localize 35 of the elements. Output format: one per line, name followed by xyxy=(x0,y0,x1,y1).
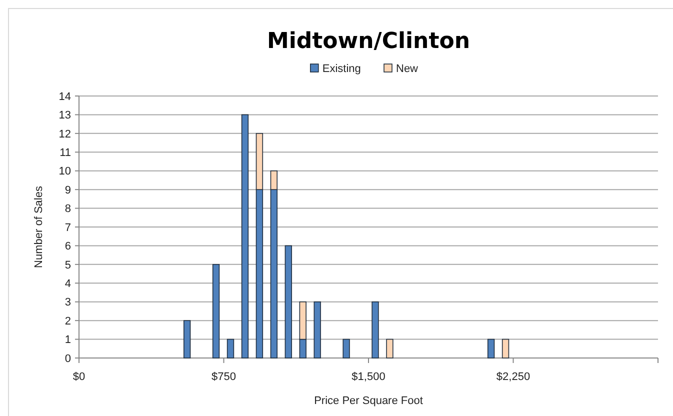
legend-label: New xyxy=(396,63,418,75)
y-tick-label: 13 xyxy=(58,110,71,122)
bar xyxy=(342,338,350,358)
y-tick-label: 0 xyxy=(64,352,71,365)
y-tick-label: 7 xyxy=(64,222,71,234)
legend-label: Existing xyxy=(322,63,361,75)
y-tick-label: 1 xyxy=(64,334,71,346)
y-tick-label: 12 xyxy=(58,128,71,140)
bar xyxy=(386,338,394,358)
bar xyxy=(502,338,510,358)
x-tick-label: $0 xyxy=(72,371,86,383)
x-tick-label: $2,250 xyxy=(496,371,530,383)
y-tick-label: 2 xyxy=(64,315,71,328)
bar xyxy=(314,301,321,358)
y-tick-label: 11 xyxy=(60,146,71,159)
x-tick-label: $1,500 xyxy=(352,371,386,383)
bar xyxy=(212,264,220,358)
chart-title: Midtown/Clinton xyxy=(266,29,470,54)
x-axis-title: Price Per Square Foot xyxy=(314,395,423,407)
y-tick-label: 10 xyxy=(58,166,71,178)
bar xyxy=(487,338,495,358)
y-tick-label: 8 xyxy=(64,203,71,216)
y-tick-label: 3 xyxy=(64,296,71,309)
bar xyxy=(372,301,379,358)
y-tick-label: 6 xyxy=(64,240,71,253)
bar xyxy=(226,338,234,358)
y-axis-title: Number of Sales xyxy=(33,186,45,268)
bar xyxy=(241,114,249,358)
x-tick-label: $750 xyxy=(212,371,236,383)
bar xyxy=(284,245,292,358)
y-tick-label: 5 xyxy=(64,259,71,272)
bar xyxy=(183,320,191,358)
y-tick-label: 4 xyxy=(64,278,71,290)
y-tick-label: 14 xyxy=(58,90,71,103)
y-tick-label: 9 xyxy=(64,184,71,196)
